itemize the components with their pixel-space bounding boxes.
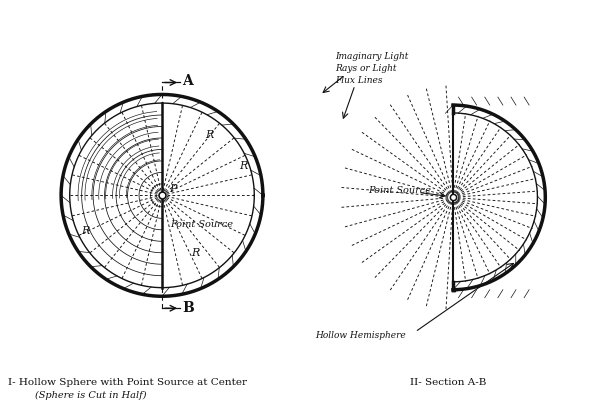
Text: I- Hollow Sphere with Point Source at Center: I- Hollow Sphere with Point Source at Ce… [8, 378, 247, 387]
Text: B: B [182, 301, 194, 315]
Text: Imaginary Light
Rays or Light
Flux Lines: Imaginary Light Rays or Light Flux Lines [335, 52, 409, 85]
Text: Point Source: Point Source [170, 220, 233, 230]
Text: Point Source: Point Source [368, 186, 431, 195]
Text: P: P [169, 184, 176, 195]
Text: R: R [82, 226, 90, 236]
Text: (Sphere is Cut in Half): (Sphere is Cut in Half) [35, 391, 146, 400]
Text: R: R [205, 130, 213, 140]
Text: Hollow Hemisphere: Hollow Hemisphere [315, 330, 406, 339]
Text: A: A [182, 74, 193, 88]
Text: II- Section A-B: II- Section A-B [410, 378, 487, 387]
Text: R: R [239, 161, 247, 171]
Text: R: R [191, 248, 200, 258]
